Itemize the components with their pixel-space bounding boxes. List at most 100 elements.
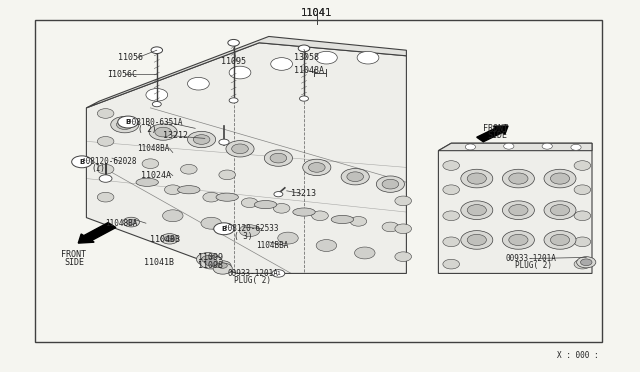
Circle shape [152, 102, 161, 107]
Circle shape [127, 219, 136, 225]
Circle shape [574, 161, 591, 170]
Circle shape [461, 169, 493, 188]
Circle shape [97, 137, 114, 146]
Circle shape [574, 259, 591, 269]
Circle shape [502, 169, 534, 188]
Circle shape [229, 98, 238, 103]
Circle shape [509, 205, 528, 216]
Text: 11048B: 11048B [150, 235, 180, 244]
Circle shape [201, 217, 221, 229]
Text: 13212: 13212 [163, 131, 188, 140]
Text: 11048BA: 11048BA [138, 144, 170, 153]
Circle shape [574, 237, 591, 247]
Circle shape [376, 176, 404, 192]
Circle shape [193, 135, 210, 144]
Ellipse shape [136, 178, 159, 186]
Circle shape [542, 143, 552, 149]
Text: (1): (1) [92, 164, 106, 173]
Circle shape [214, 223, 234, 235]
Text: 11024A: 11024A [141, 171, 171, 180]
Text: 1: 1 [276, 271, 280, 276]
Ellipse shape [293, 208, 316, 216]
Text: ( 3): ( 3) [234, 232, 252, 241]
Text: ¹081B0-6351A: ¹081B0-6351A [128, 118, 184, 126]
Circle shape [264, 150, 292, 166]
Circle shape [465, 144, 476, 150]
Text: 11041: 11041 [301, 8, 332, 18]
Circle shape [443, 259, 460, 269]
Text: 11099: 11099 [198, 253, 223, 262]
Circle shape [580, 259, 592, 266]
Circle shape [544, 201, 576, 219]
Text: FRONT: FRONT [61, 250, 86, 259]
Text: 11048A: 11048A [294, 66, 324, 75]
Circle shape [382, 179, 399, 189]
Circle shape [350, 217, 367, 226]
Text: 1104BBA: 1104BBA [256, 241, 289, 250]
Text: ¹08120-62028: ¹08120-62028 [82, 157, 138, 166]
Circle shape [443, 161, 460, 170]
Circle shape [116, 120, 133, 129]
Text: 00933-1201A: 00933-1201A [227, 269, 278, 278]
Circle shape [300, 96, 308, 101]
Circle shape [219, 170, 236, 180]
Circle shape [308, 163, 325, 172]
Text: 11048BA: 11048BA [106, 219, 138, 228]
Circle shape [395, 224, 412, 234]
Text: SIDE: SIDE [488, 131, 508, 140]
Circle shape [241, 198, 258, 208]
Polygon shape [438, 143, 592, 273]
Circle shape [574, 185, 591, 195]
Circle shape [180, 164, 197, 174]
Circle shape [357, 51, 379, 64]
Circle shape [188, 131, 216, 148]
Circle shape [509, 234, 528, 246]
Circle shape [226, 141, 254, 157]
Circle shape [574, 211, 591, 221]
Polygon shape [438, 143, 592, 151]
Circle shape [443, 185, 460, 195]
Ellipse shape [332, 215, 354, 224]
Circle shape [316, 51, 337, 64]
Circle shape [232, 144, 248, 154]
Circle shape [239, 225, 260, 237]
Text: PLUG( 2): PLUG( 2) [515, 262, 552, 270]
Polygon shape [86, 43, 406, 273]
Ellipse shape [178, 186, 200, 194]
Circle shape [571, 144, 581, 150]
Circle shape [316, 240, 337, 251]
Circle shape [164, 236, 175, 242]
Circle shape [395, 196, 412, 206]
Circle shape [443, 237, 460, 247]
Circle shape [97, 109, 114, 118]
Text: 11056: 11056 [118, 53, 143, 62]
Text: B: B [221, 226, 227, 232]
Circle shape [341, 169, 369, 185]
Circle shape [272, 270, 285, 277]
Text: X : 000 :: X : 000 : [557, 351, 598, 360]
Circle shape [509, 173, 528, 184]
Text: FRONT: FRONT [483, 124, 508, 133]
Circle shape [303, 159, 331, 176]
Text: 11095: 11095 [221, 57, 246, 66]
Circle shape [274, 192, 283, 197]
Circle shape [467, 205, 486, 216]
Circle shape [219, 139, 229, 145]
Ellipse shape [216, 193, 238, 201]
Circle shape [151, 47, 163, 54]
Circle shape [205, 259, 218, 266]
Text: 11041B: 11041B [144, 258, 174, 267]
Circle shape [97, 164, 114, 174]
Circle shape [550, 205, 570, 216]
Circle shape [164, 185, 181, 195]
Circle shape [142, 159, 159, 169]
Circle shape [550, 234, 570, 246]
Circle shape [111, 116, 139, 133]
Circle shape [443, 211, 460, 221]
Text: PLUG( 2): PLUG( 2) [234, 276, 271, 285]
Circle shape [188, 77, 209, 90]
Circle shape [270, 153, 287, 163]
Text: ( 2): ( 2) [138, 125, 156, 134]
Circle shape [97, 192, 114, 202]
Circle shape [347, 172, 364, 182]
